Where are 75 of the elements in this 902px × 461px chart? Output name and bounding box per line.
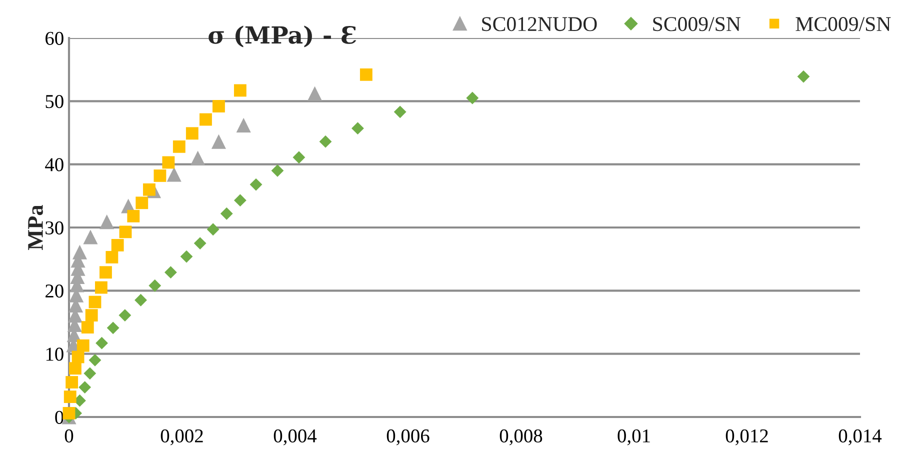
point (84, 367, 96, 380)
point (96, 336, 108, 350)
point (83, 230, 98, 244)
point (220, 207, 233, 220)
point (194, 237, 206, 250)
point (118, 309, 132, 322)
point (106, 250, 118, 264)
point (100, 266, 112, 279)
x-tick-label: 0,012 (726, 429, 768, 446)
point (88, 296, 102, 308)
point (172, 140, 186, 153)
y-tick-label: 30 (46, 221, 64, 234)
chart-title: σ (MPa) - Ɛ (208, 26, 356, 48)
point (106, 322, 120, 334)
point (394, 106, 406, 118)
y-tick-label: 0 (55, 410, 64, 424)
legend-label: SC009/SN (653, 17, 740, 32)
point (64, 390, 76, 403)
point (466, 92, 479, 104)
point (62, 407, 76, 420)
point (164, 266, 177, 279)
y-tick-label: 50 (46, 94, 64, 108)
point (94, 281, 108, 294)
x-tick-label: 0,014 (838, 429, 882, 446)
x-tick-label: 0,008 (500, 429, 542, 446)
point (119, 226, 132, 238)
point (162, 156, 175, 169)
point (143, 183, 156, 196)
point (211, 134, 226, 149)
point (236, 118, 251, 132)
point (69, 362, 82, 375)
point (136, 196, 148, 210)
point (81, 321, 94, 334)
y-axis-title: MPa (28, 205, 43, 250)
point (111, 238, 124, 252)
point (180, 250, 193, 263)
point (85, 309, 98, 322)
point (307, 86, 322, 101)
x-tick-label: 0,006 (386, 429, 430, 446)
legend-label: MC009/SN (796, 17, 891, 32)
point (154, 169, 166, 182)
point (72, 350, 84, 364)
x-tick-label: 0,004 (274, 429, 317, 446)
point (78, 381, 92, 394)
y-tick-label: 60 (46, 32, 64, 45)
point (360, 68, 372, 81)
point (250, 178, 262, 191)
point (72, 244, 88, 260)
point (206, 223, 220, 236)
point (234, 84, 246, 97)
y-tick-label: 10 (46, 348, 64, 361)
y-tick-label: 40 (45, 158, 64, 172)
point (234, 194, 246, 207)
point (186, 127, 198, 140)
y-tick-label: 20 (46, 284, 64, 298)
point (319, 135, 332, 148)
point (212, 100, 225, 112)
point (127, 210, 140, 222)
point (66, 376, 78, 388)
x-tick-label: 0 (64, 429, 74, 442)
point (352, 122, 364, 135)
point (100, 214, 114, 230)
point (797, 70, 810, 83)
legend-label: SC012NUDO (482, 17, 597, 32)
point (292, 151, 306, 164)
point (166, 167, 182, 182)
point (271, 164, 284, 177)
point (88, 354, 102, 366)
point (148, 279, 162, 292)
point (200, 113, 212, 126)
point (134, 294, 147, 306)
x-tick-label: 0,002 (160, 429, 203, 446)
point (76, 339, 90, 352)
x-tick-label: 0,01 (618, 429, 650, 446)
point (190, 150, 206, 166)
